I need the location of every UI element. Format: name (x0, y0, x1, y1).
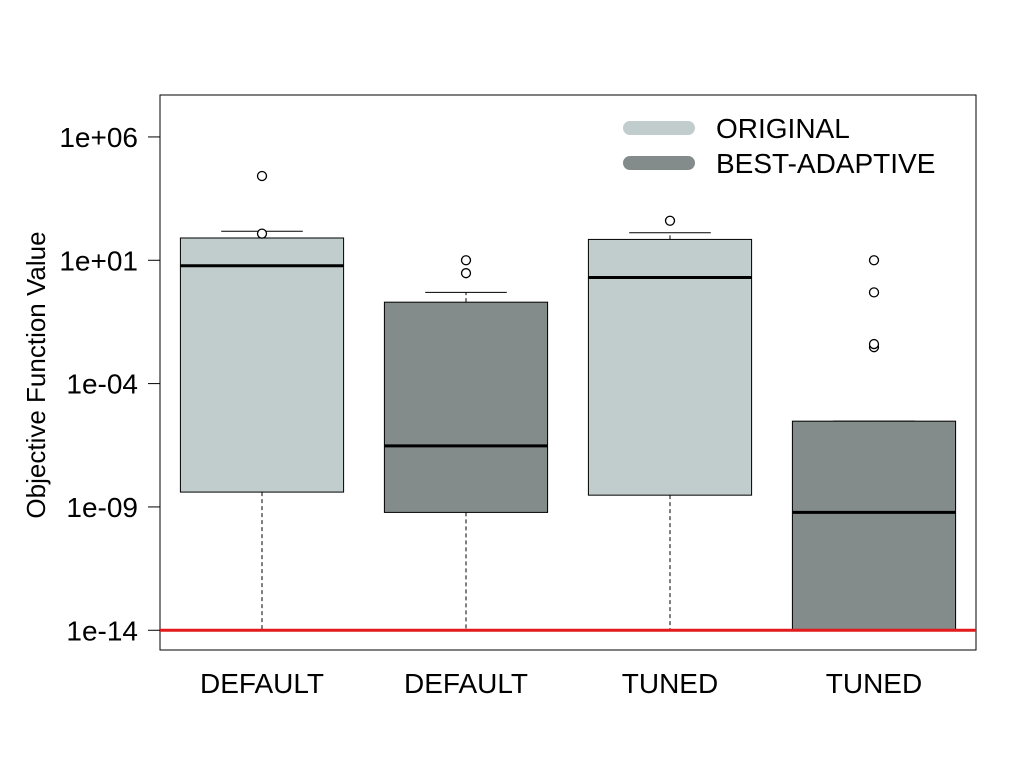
box (587, 238, 753, 496)
y-tick-label: 1e-14 (66, 615, 138, 646)
y-tick-label: 1e-09 (66, 492, 138, 523)
boxes (160, 170, 976, 632)
outlier-point (664, 215, 676, 226)
legend-label: ORIGINAL (716, 113, 850, 144)
y-tick-label: 1e+06 (59, 122, 138, 153)
y-tick-label: 1e-04 (66, 369, 138, 400)
box (383, 301, 549, 513)
outlier-point (868, 338, 880, 350)
plot-frame (159, 94, 977, 651)
x-tick-label: DEFAULT (200, 668, 324, 699)
x-tick-label: DEFAULT (404, 668, 528, 699)
outlier-point (256, 228, 268, 239)
y-tick-label: 1e+01 (59, 245, 138, 276)
box (179, 237, 345, 493)
x-tick-label: TUNED (826, 668, 922, 699)
outlier-point (256, 170, 268, 182)
y-axis: 1e-14 1e-09 1e-04 1e+01 1e+06 (59, 122, 160, 646)
outlier-point (460, 255, 472, 266)
x-tick-label: TUNED (622, 668, 718, 699)
outlier-point (868, 287, 880, 298)
y-axis-label: Objective Function Value (21, 231, 51, 518)
legend: ORIGINAL BEST-ADAPTIVE (623, 113, 935, 179)
x-axis-labels: DEFAULT DEFAULT TUNED TUNED (200, 668, 922, 699)
outlier-point (868, 255, 880, 266)
box (791, 420, 957, 631)
legend-label: BEST-ADAPTIVE (716, 148, 935, 179)
outlier-point (460, 268, 472, 279)
